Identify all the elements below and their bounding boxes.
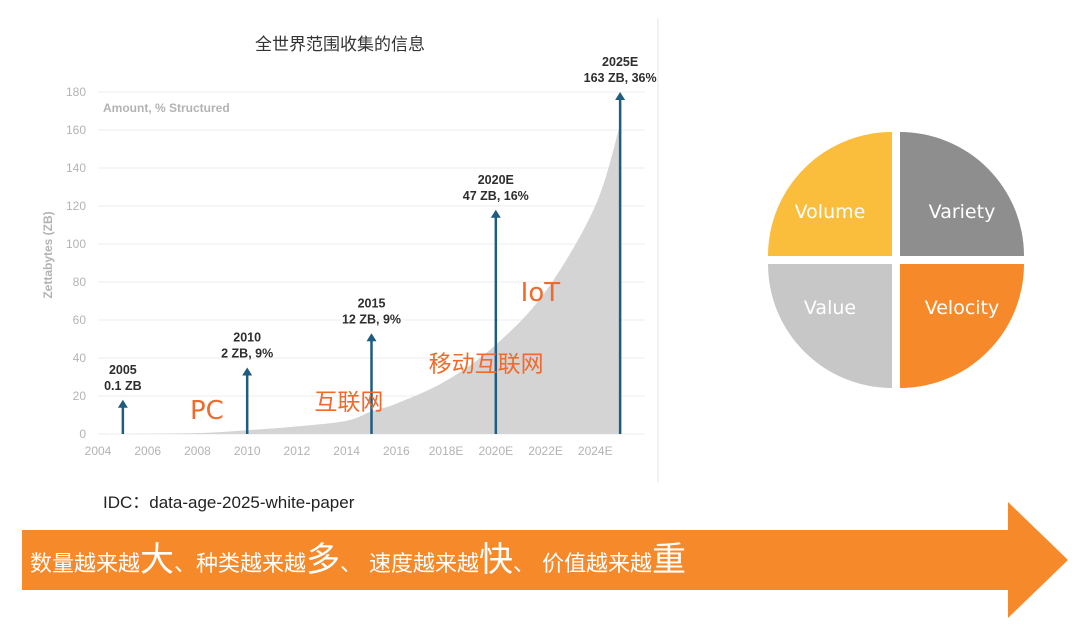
annotation-arrow-head — [242, 367, 253, 376]
banner-emphasis: 重 — [652, 540, 687, 580]
quadrant-shape — [768, 132, 892, 256]
y-tick-label: 180 — [66, 85, 86, 99]
x-tick-label: 2006 — [134, 444, 161, 458]
banner-emphasis: 大 — [140, 540, 175, 580]
x-tick-label: 2018E — [429, 444, 464, 458]
annotation-label: 2020E — [478, 173, 514, 187]
quadrant-velocity: Velocity — [900, 264, 1024, 388]
annotation-arrows: 2005 0.1 ZB 2010 2 ZB, 9% 2015 12 ZB, 9% 2020E… — [104, 55, 657, 434]
annotation-2005: 2005 0.1 ZB — [104, 363, 142, 434]
quadrant-label: Variety — [929, 201, 996, 223]
y-tick-label: 40 — [73, 351, 87, 365]
era-label: IoT — [521, 278, 561, 308]
annotation-label: 2005 — [109, 363, 137, 377]
annotation-2020e: 2020E 47 ZB, 16% — [463, 173, 529, 434]
y-tick-label: 20 — [73, 389, 87, 403]
quadrant-label: Value — [804, 297, 856, 319]
annotation-2015: 2015 12 ZB, 9% — [342, 296, 401, 434]
banner-text: 数量越来越大、种类越来越多、 速度越来越快、 价值越来越重 — [30, 532, 686, 592]
quadrant-shape — [768, 264, 892, 388]
x-tick-label: 2022E — [528, 444, 563, 458]
annotation-arrow-head — [490, 209, 501, 218]
x-tick-label: 2010 — [234, 444, 261, 458]
annotation-label: 12 ZB, 9% — [342, 312, 401, 326]
annotation-2010: 2010 2 ZB, 9% — [221, 331, 273, 434]
banner-phrase: 、种类越来越 — [174, 552, 307, 577]
annotation-label: 0.1 ZB — [104, 379, 142, 393]
x-tick-label: 2008 — [184, 444, 211, 458]
chart-subtitle: Amount, % Structured — [103, 101, 230, 115]
annotation-label: 47 ZB, 16% — [463, 189, 529, 203]
x-tick-label: 2012 — [284, 444, 311, 458]
summary-banner: 数量越来越大、种类越来越多、 速度越来越快、 价值越来越重 — [22, 502, 1068, 620]
banner-emphasis: 快 — [479, 540, 514, 580]
banner-phrase: 、 速度越来越 — [340, 552, 480, 577]
quadrant-value: Value — [768, 264, 892, 388]
x-tick-label: 2016 — [383, 444, 410, 458]
y-tick-label: 160 — [66, 123, 86, 137]
era-label: 互联网 — [314, 389, 383, 415]
banner-phrase: 、 价值越来越 — [513, 552, 653, 577]
x-tick-label: 2014 — [333, 444, 360, 458]
quadrant-shape — [900, 132, 1024, 256]
quadrant-label: Volume — [795, 201, 866, 223]
y-tick-label: 0 — [79, 427, 86, 441]
annotation-arrow-head — [615, 92, 626, 100]
y-tick-label: 140 — [66, 161, 86, 175]
annotation-label: 163 ZB, 36% — [584, 71, 657, 85]
y-axis-label: Zettabytes (ZB) — [41, 211, 55, 298]
x-tick-label: 2004 — [85, 444, 112, 458]
y-tick-label: 80 — [73, 275, 87, 289]
annotation-2025e: 2025E 163 ZB, 36% — [584, 55, 657, 434]
era-labels: PC 互联网 移动互联网 IoT — [190, 278, 560, 426]
quadrant-variety: Variety — [900, 132, 1024, 256]
y-tick-label: 100 — [66, 237, 86, 251]
annotation-label: 2 ZB, 9% — [221, 347, 273, 361]
era-label: PC — [190, 396, 224, 426]
annotation-label: 2010 — [233, 331, 261, 345]
quadrant-label: Velocity — [925, 297, 1000, 319]
source-caption: IDC：data-age-2025-white-paper — [103, 493, 355, 512]
annotation-arrow-head — [117, 399, 128, 408]
axis-ticks: 0 20 40 60 80 100 120 140 160 180 2004 2006 2008 2010… — [66, 85, 613, 458]
era-label: 移动互联网 — [429, 351, 544, 377]
annotation-label: 2025E — [602, 55, 638, 69]
annotation-label: 2015 — [358, 296, 386, 310]
x-tick-label: 2020E — [478, 444, 513, 458]
y-tick-label: 120 — [66, 199, 86, 213]
annotation-arrow-head — [366, 333, 377, 342]
chart-title: 全世界范围收集的信息 — [255, 35, 425, 55]
banner-arrow-shape — [22, 502, 1068, 618]
quadrant-shape — [900, 264, 1024, 388]
banner-phrase: 数量越来越 — [30, 552, 141, 577]
y-tick-label: 60 — [73, 313, 87, 327]
quadrant-volume: Volume — [768, 132, 892, 256]
four-v-diagram: Volume Variety Value Velocity — [768, 132, 1024, 388]
banner-emphasis: 多 — [306, 540, 341, 580]
x-tick-label: 2024E — [578, 444, 613, 458]
